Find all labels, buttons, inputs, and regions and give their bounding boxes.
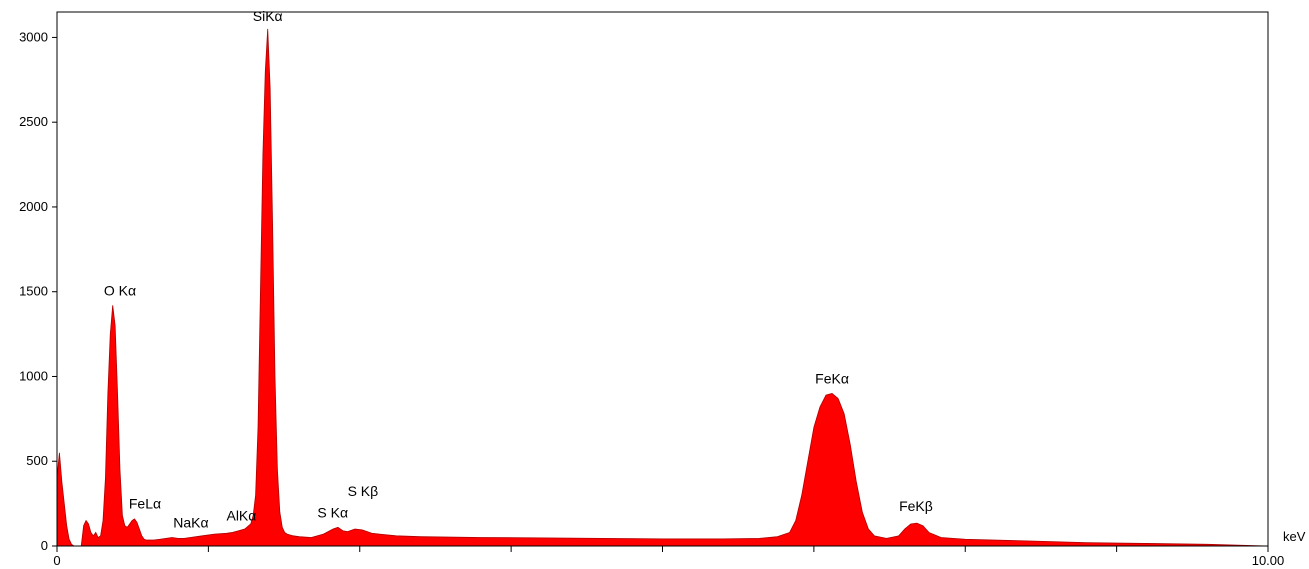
peak-label: NaKα: [173, 515, 208, 531]
peak-label: FeKβ: [899, 498, 933, 514]
y-tick-label: 3000: [19, 29, 48, 44]
y-tick-label: 2000: [19, 199, 48, 214]
y-tick-label: 0: [41, 538, 48, 553]
plot-area: [56, 28, 1269, 547]
peak-label: FeLα: [129, 496, 161, 512]
peak-label: SiKα: [253, 8, 283, 24]
axes: 0 500 1000 1500 2000 2500 3000 0 10.00 keV: [19, 11, 1306, 568]
y-tick-label: 2500: [19, 114, 48, 129]
x-axis-label: keV: [1283, 529, 1306, 544]
y-tick-label: 1000: [19, 368, 48, 383]
peak-label: AlKα: [226, 508, 256, 524]
peak-label: S Kβ: [348, 483, 379, 499]
peak-labels: O Kα FeLα NaKα AlKα SiKα S KαS Kβ FeKα FeKβ: [104, 8, 933, 531]
x-tick-label: 0: [53, 553, 60, 568]
y-tick-label: 1500: [19, 284, 48, 299]
x-tick-label: 10.00: [1252, 553, 1285, 568]
y-tick-label: 500: [26, 453, 48, 468]
peak-label: S Kα: [317, 504, 348, 520]
plot-frame: [56, 11, 1269, 547]
peak-label: FeKα: [815, 370, 849, 386]
peak-label: O Kα: [104, 282, 136, 298]
spectrum-area: [56, 28, 1269, 547]
